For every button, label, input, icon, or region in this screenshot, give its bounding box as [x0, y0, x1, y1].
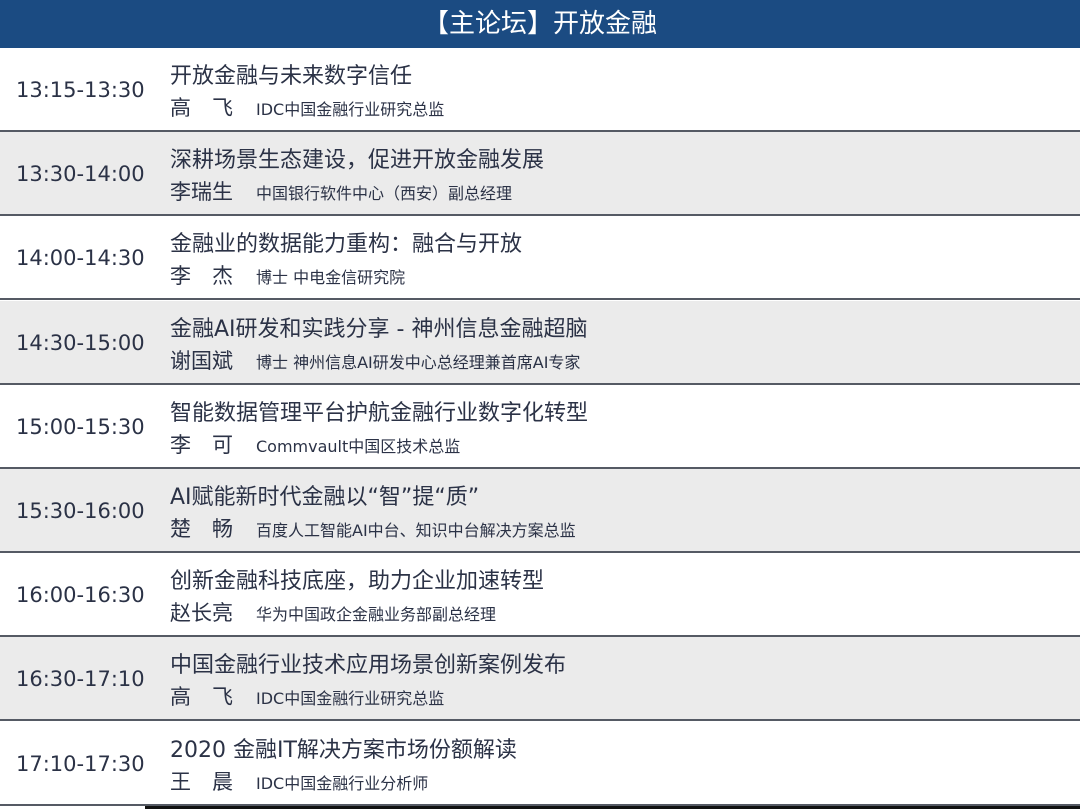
session-title: 金融业的数据能力重构：融合与开放 — [170, 232, 523, 258]
session-row: 15:00-15:30 智能数据管理平台护航金融行业数字化转型 李 可 Commv… — [0, 385, 1080, 469]
session-speaker: 高 飞 IDC中国金融行业研究总监 — [170, 92, 444, 122]
speaker-name: 李 杰 — [170, 264, 233, 289]
speaker-role: 博士 中电金信研究院 — [256, 268, 406, 288]
speaker-name: 王 晨 — [170, 769, 233, 794]
session-speaker: 谢国斌 博士 神州信息AI研发中心总经理兼首席AI专家 — [170, 345, 580, 375]
session-row: 14:30-15:00 金融AI研发和实践分享 - 神州信息金融超脑 谢国斌 博士… — [0, 300, 1080, 385]
session-title: 2020 金融IT解决方案市场份额解读 — [170, 737, 517, 763]
session-row: 16:00-16:30 创新金融科技底座，助力企业加速转型 赵长亮 华为中国政企金… — [0, 553, 1080, 638]
session-speaker: 李 可 Commvault中国区技术总监 — [170, 429, 460, 459]
speaker-role: IDC中国金融行业研究总监 — [256, 689, 445, 709]
session-time: 13:15-13:30 — [16, 78, 145, 102]
speaker-role: Commvault中国区技术总监 — [256, 436, 461, 456]
speaker-name: 高 飞 — [170, 96, 233, 120]
speaker-name: 楚 畅 — [170, 517, 233, 541]
session-time: 15:00-15:30 — [16, 414, 145, 439]
session-row: 16:30-17:10 中国金融行业技术应用场景创新案例发布 高 飞 IDC中国金… — [0, 637, 1080, 722]
session-title: 深耕场景生态建设，促进开放金融发展 — [170, 148, 545, 174]
speaker-role: 华为中国政企金融业务部副总经理 — [256, 605, 497, 625]
session-time: 13:30-14:00 — [16, 162, 145, 187]
session-time: 16:30-17:10 — [16, 667, 145, 692]
speaker-name: 李瑞生 — [170, 180, 233, 205]
speaker-role: 博士 神州信息AI研发中心总经理兼首席AI专家 — [256, 352, 581, 372]
session-title: 开放金融与未来数字信任 — [170, 64, 413, 89]
session-title: 金融AI研发和实践分享 - 神州信息金融超脑 — [170, 316, 588, 342]
session-time: 14:30-15:00 — [16, 330, 145, 355]
session-speaker: 李 杰 博士 中电金信研究院 — [170, 260, 405, 290]
speaker-role: 百度人工智能AI中台、知识中台解决方案总监 — [256, 521, 576, 540]
speaker-name: 李 可 — [170, 432, 233, 457]
speaker-role: IDC中国金融行业分析师 — [256, 773, 429, 793]
speaker-role: 中国银行软件中心（西安）副总经理 — [256, 184, 513, 204]
session-speaker: 王 晨 IDC中国金融行业分析师 — [170, 766, 428, 796]
session-title: 中国金融行业技术应用场景创新案例发布 — [170, 653, 567, 679]
session-title: 创新金融科技底座，助力企业加速转型 — [170, 569, 545, 595]
forum-title: 【主论坛】开放金融 — [0, 0, 1080, 48]
session-row: 13:30-14:00 深耕场景生态建设，促进开放金融发展 李瑞生 中国银行软件中… — [0, 132, 1080, 217]
session-row: 17:10-17:30 2020 金融IT解决方案市场份额解读 王 晨 IDC中国… — [0, 722, 1080, 806]
speaker-name: 赵长亮 — [170, 601, 233, 626]
bottom-rule — [145, 806, 1080, 809]
session-row: 14:00-14:30 金融业的数据能力重构：融合与开放 李 杰 博士 中电金信研… — [0, 216, 1080, 301]
session-speaker: 赵长亮 华为中国政企金融业务部副总经理 — [170, 597, 496, 627]
session-row: 15:30-16:00 AI赋能新时代金融以“智”提“质” 楚 畅 百度人工智能A… — [0, 469, 1080, 553]
speaker-role: IDC中国金融行业研究总监 — [256, 100, 445, 119]
session-title: AI赋能新时代金融以“智”提“质” — [170, 485, 480, 510]
session-time: 16:00-16:30 — [16, 583, 145, 608]
session-speaker: 李瑞生 中国银行软件中心（西安）副总经理 — [170, 176, 512, 206]
session-time: 14:00-14:30 — [16, 246, 145, 271]
session-row: 13:15-13:30 开放金融与未来数字信任 高 飞 IDC中国金融行业研究总监 — [0, 48, 1080, 132]
session-time: 17:10-17:30 — [16, 751, 145, 776]
session-time: 15:30-16:00 — [16, 499, 145, 523]
session-speaker: 高 飞 IDC中国金融行业研究总监 — [170, 681, 444, 711]
session-title: 智能数据管理平台护航金融行业数字化转型 — [170, 400, 589, 426]
session-speaker: 楚 畅 百度人工智能AI中台、知识中台解决方案总监 — [170, 513, 576, 543]
speaker-name: 高 飞 — [170, 685, 233, 710]
speaker-name: 谢国斌 — [170, 348, 233, 373]
